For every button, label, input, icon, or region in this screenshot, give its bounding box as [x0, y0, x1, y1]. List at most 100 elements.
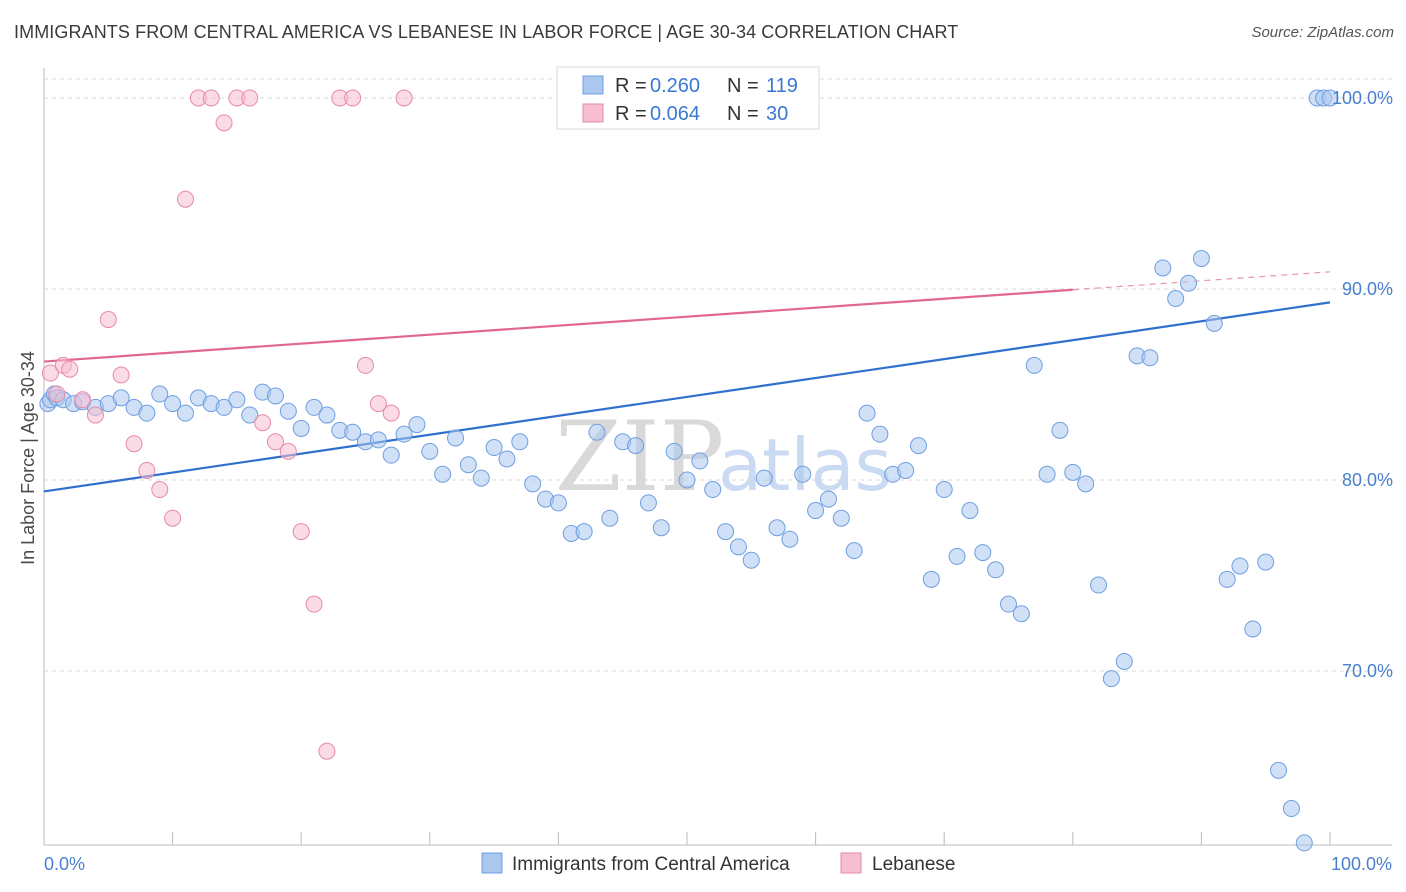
point-lebanese: [202, 89, 220, 107]
point-central-america: [1141, 349, 1159, 367]
point-central-america: [1012, 605, 1030, 623]
legend-n-value-1: 119: [766, 75, 798, 97]
point-lebanese: [41, 364, 59, 382]
point-central-america: [588, 423, 606, 441]
point-central-america: [974, 544, 992, 562]
legend-bottom-label-blue: Immigrants from Central America: [512, 854, 790, 875]
point-central-america: [1115, 652, 1133, 670]
point-central-america: [627, 437, 645, 455]
point-lebanese: [292, 523, 310, 541]
point-central-america: [845, 542, 863, 560]
point-central-america: [292, 419, 310, 437]
point-central-america: [1205, 314, 1223, 332]
point-lebanese: [138, 461, 156, 479]
point-central-america: [421, 442, 439, 460]
point-central-america: [871, 425, 889, 443]
point-central-america: [215, 398, 233, 416]
point-central-america: [369, 431, 387, 449]
point-central-america: [639, 494, 657, 512]
point-central-america: [524, 475, 542, 493]
point-lebanese: [395, 89, 413, 107]
point-central-america: [1077, 475, 1095, 493]
point-central-america: [1180, 274, 1198, 292]
point-lebanese: [266, 433, 284, 451]
point-lebanese: [125, 435, 143, 453]
data-points: [39, 89, 1339, 852]
point-lebanese: [176, 190, 194, 208]
trend-line-central-america: [43, 301, 1331, 493]
point-central-america: [678, 471, 696, 489]
point-central-america: [318, 406, 336, 424]
point-central-america: [987, 561, 1005, 579]
point-lebanese: [382, 404, 400, 422]
point-lebanese: [279, 442, 297, 460]
point-central-america: [652, 519, 670, 537]
point-lebanese: [305, 595, 323, 613]
x-ticks: [43, 832, 1331, 845]
point-central-america: [729, 538, 747, 556]
legend-bottom-swatch-blue: [481, 852, 503, 874]
y-tick-labels: 70.0% 80.0% 90.0% 100.0%: [1332, 88, 1393, 681]
point-central-america: [742, 551, 760, 569]
point-central-america: [1025, 356, 1043, 374]
point-central-america: [935, 481, 953, 499]
x-tick-label-max: 100.0%: [1331, 854, 1392, 874]
point-central-america: [1000, 595, 1017, 613]
point-central-america: [151, 385, 169, 403]
point-lebanese: [254, 414, 272, 432]
trend-line-lebanese: [43, 288, 1073, 363]
point-central-america: [485, 439, 503, 457]
y-tick-label-70: 70.0%: [1342, 661, 1393, 681]
legend-swatch-blue: [582, 75, 604, 95]
x-tick-label-min: 0.0%: [44, 854, 85, 874]
y-axis-label: In Labor Force | Age 30-34: [18, 351, 38, 565]
point-central-america: [819, 490, 837, 508]
point-central-america: [241, 406, 259, 424]
point-central-america: [1038, 465, 1056, 483]
point-central-america: [704, 481, 722, 499]
point-central-america: [1192, 249, 1210, 267]
point-central-america: [382, 446, 400, 464]
legend-r-label-1: R =: [615, 75, 647, 97]
point-lebanese: [74, 391, 92, 409]
point-central-america: [922, 570, 940, 588]
watermark-atlas: atlas: [718, 423, 892, 507]
point-central-america: [1167, 290, 1185, 308]
point-central-america: [228, 391, 246, 409]
point-central-america: [948, 547, 966, 565]
legend-r-label-2: R =: [615, 103, 647, 125]
point-lebanese: [344, 89, 362, 107]
y-tick-label-80: 80.0%: [1342, 470, 1393, 490]
point-central-america: [1218, 570, 1236, 588]
y-tick-label-100: 100.0%: [1332, 88, 1393, 108]
point-central-america: [961, 502, 979, 520]
point-lebanese: [164, 509, 182, 527]
point-central-america: [768, 519, 786, 537]
legend-swatch-pink: [582, 103, 604, 123]
point-central-america: [665, 442, 683, 460]
point-central-america: [1244, 620, 1262, 638]
point-central-america: [691, 452, 709, 470]
trend-lines: [43, 271, 1331, 493]
source-credit: Source: ZipAtlas.com: [1251, 24, 1394, 41]
point-central-america: [1257, 553, 1275, 571]
point-central-america: [472, 469, 490, 487]
point-central-america: [112, 389, 130, 407]
point-central-america: [164, 395, 182, 413]
point-central-america: [1064, 463, 1082, 481]
trend-line-lebanese-extension: [1072, 271, 1331, 291]
point-central-america: [1270, 761, 1288, 779]
legend-r-value-2: 0.064: [650, 103, 700, 125]
point-central-america: [807, 502, 825, 520]
point-central-america: [138, 404, 156, 422]
point-central-america: [176, 404, 194, 422]
point-central-america: [434, 465, 452, 483]
point-central-america: [408, 416, 426, 434]
legend-r-value-1: 0.260: [650, 75, 700, 97]
point-central-america: [575, 523, 593, 541]
point-central-america: [279, 402, 297, 420]
point-central-america: [794, 465, 812, 483]
y-tick-label-90: 90.0%: [1342, 279, 1393, 299]
point-central-america: [344, 423, 362, 441]
legend-n-value-2: 30: [766, 103, 788, 125]
